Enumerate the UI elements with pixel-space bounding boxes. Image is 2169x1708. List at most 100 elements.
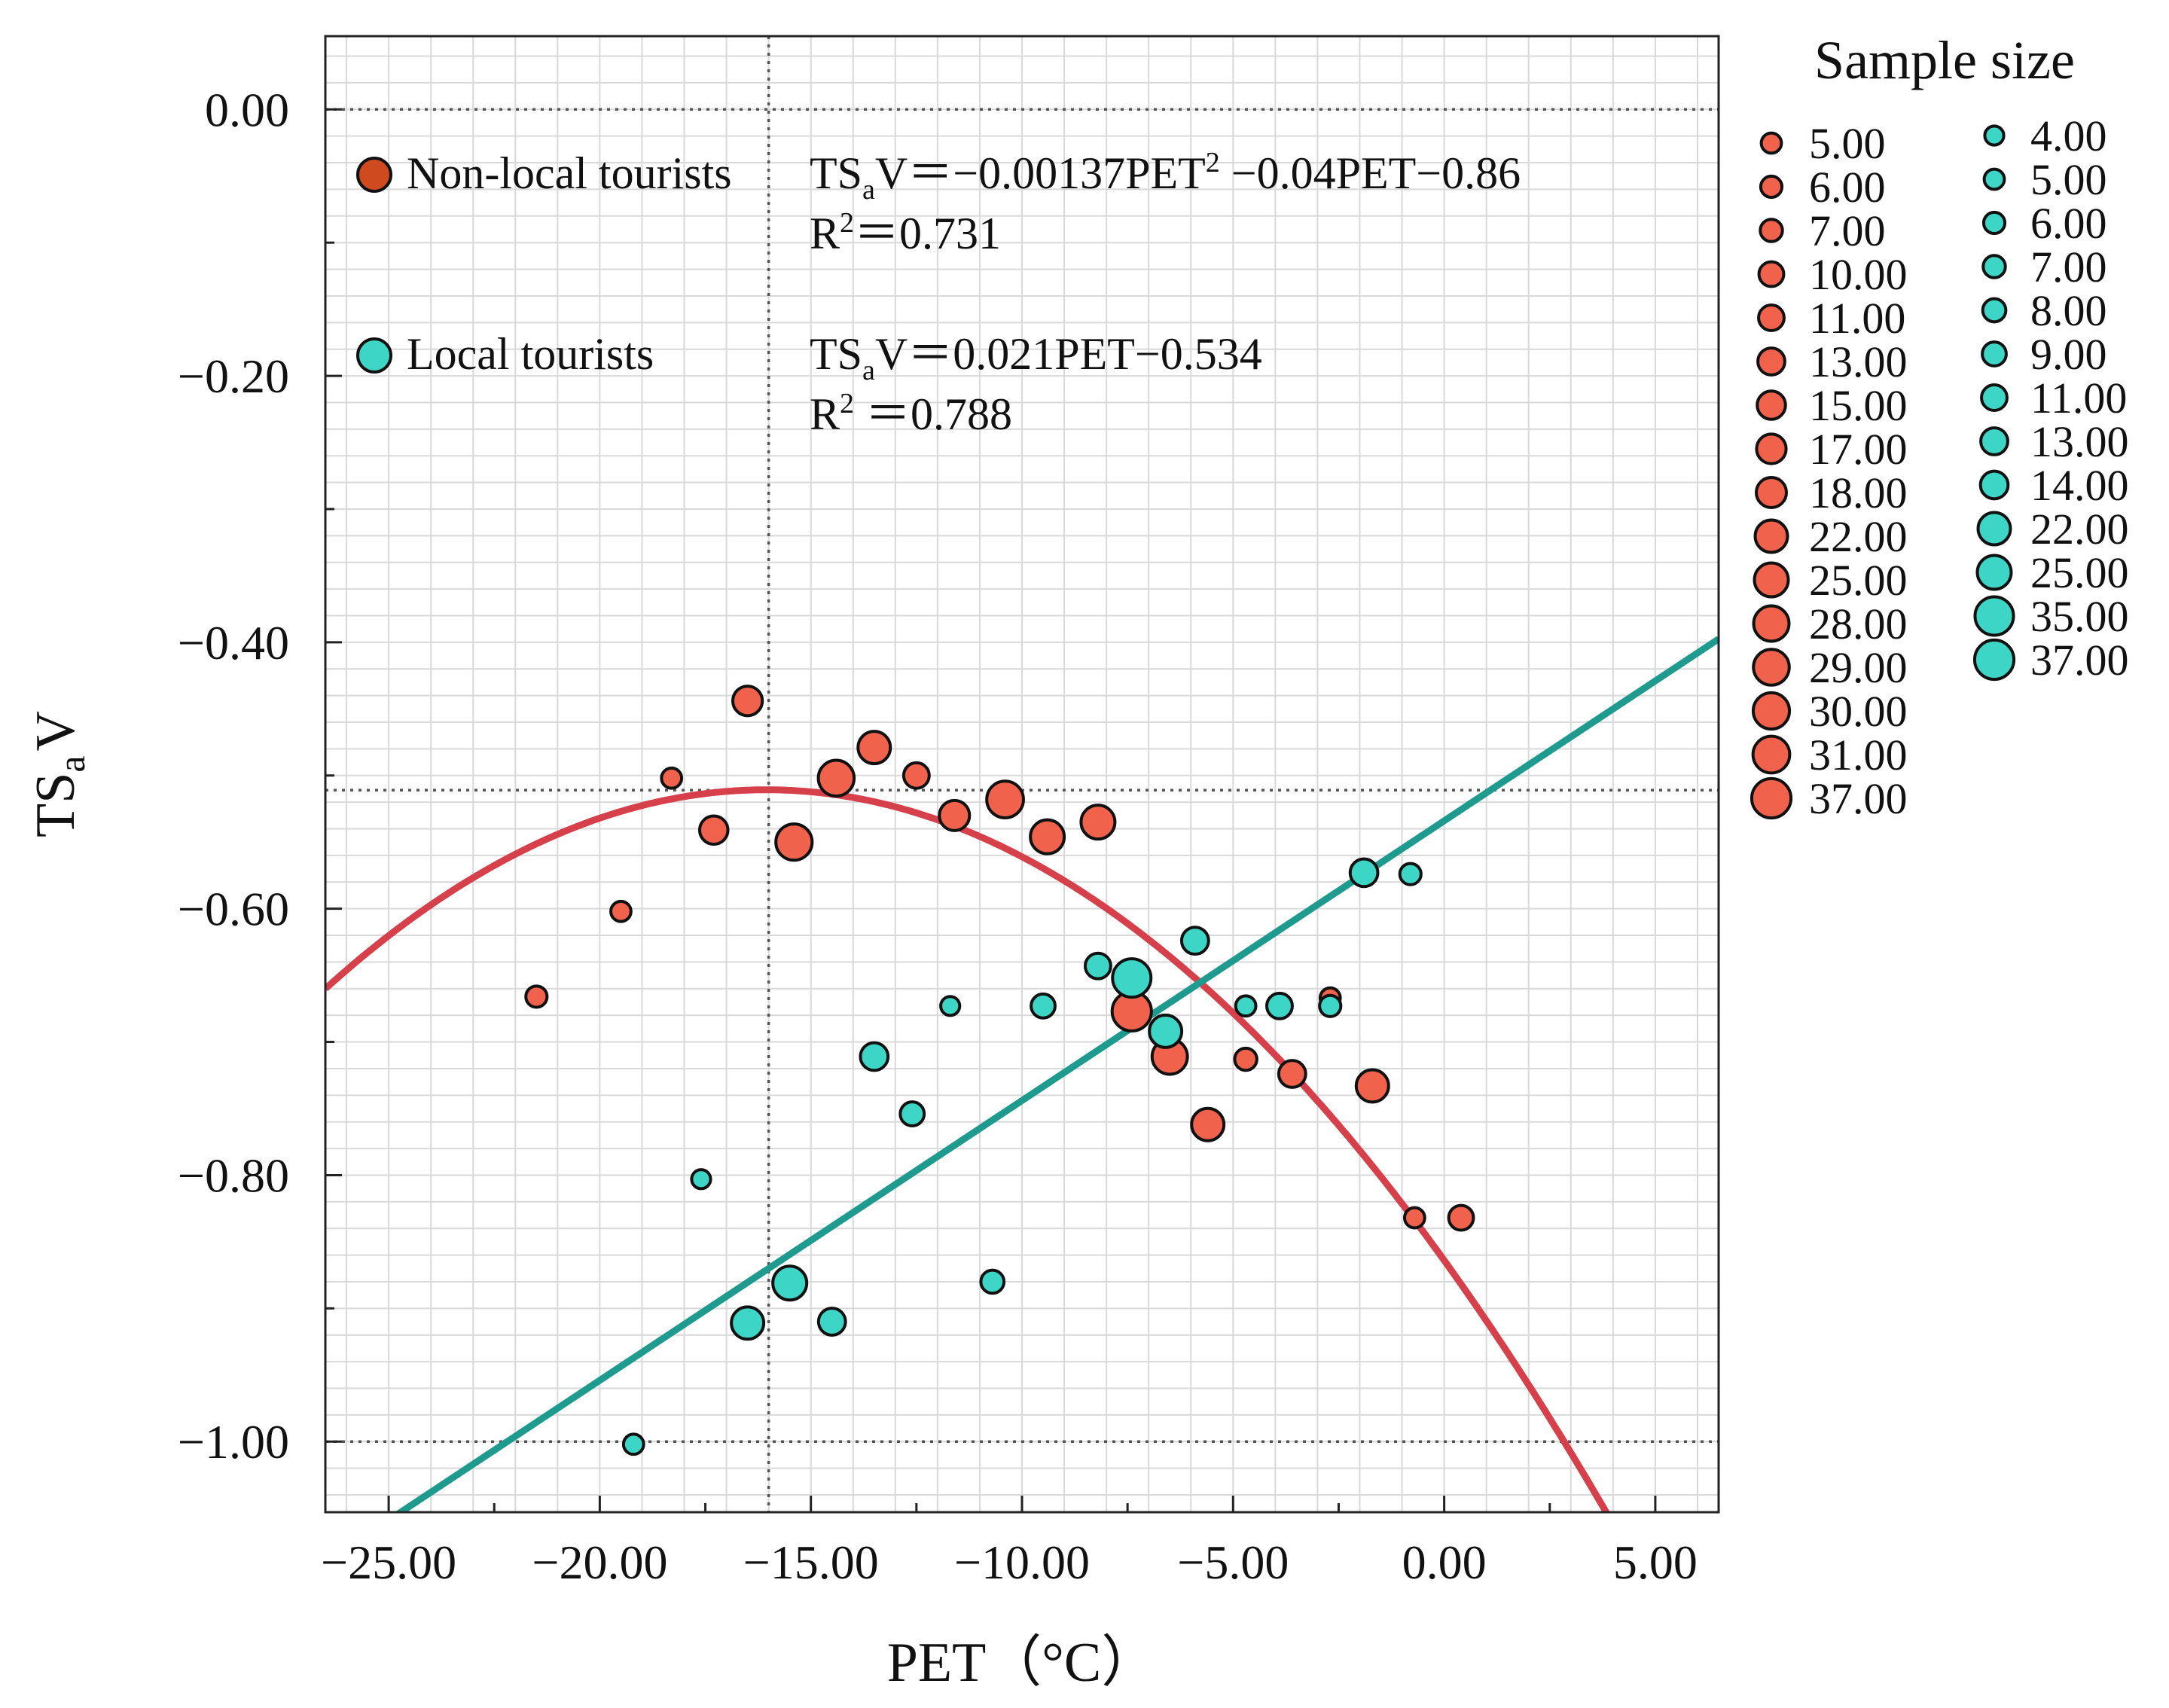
size-legend-marker-local xyxy=(1972,638,2016,682)
size-legend-label-local: 35.00 xyxy=(2030,592,2129,641)
x-tick-label: −20.00 xyxy=(532,1536,667,1589)
size-legend-label-local: 8.00 xyxy=(2030,286,2107,335)
size-legend-marker-local xyxy=(1981,254,2007,279)
size-legend-marker-local xyxy=(1980,383,2009,412)
local-legend-label: Local tourists xyxy=(407,329,654,379)
data-points xyxy=(524,685,1475,1456)
size-legend-label-nonlocal: 5.00 xyxy=(1809,119,1886,168)
size-legend-label-nonlocal: 6.00 xyxy=(1809,163,1886,212)
local-legend-marker xyxy=(356,337,392,374)
local-point xyxy=(730,1305,766,1341)
local-equation: TSaV＝0.021PET−0.534 xyxy=(810,329,1262,386)
local-point xyxy=(621,1432,645,1456)
x-tick-label: −15.00 xyxy=(743,1536,879,1589)
y-tick-label: −1.00 xyxy=(178,1415,289,1469)
nonlocal-point xyxy=(901,761,931,790)
size-legend-marker-local xyxy=(1976,511,2012,547)
y-tick-label: −0.20 xyxy=(178,349,289,403)
size-legend-title: Sample size xyxy=(1814,30,2075,90)
size-legend-label-nonlocal: 30.00 xyxy=(1809,687,1908,736)
size-legend-label-nonlocal: 22.00 xyxy=(1809,512,1908,561)
local-point xyxy=(1318,993,1343,1018)
y-tick-label: −0.40 xyxy=(178,616,289,669)
nonlocal-point xyxy=(1079,804,1117,841)
size-legend-marker-local xyxy=(1978,469,2010,501)
nonlocal-point xyxy=(774,822,814,862)
size-legend-marker-local xyxy=(1981,340,2008,368)
size-legend-label-nonlocal: 37.00 xyxy=(1809,774,1908,823)
nonlocal-r2: R2＝0.731 xyxy=(810,207,1001,258)
size-legend-label-local: 13.00 xyxy=(2030,417,2129,466)
size-legend-marker-nonlocal xyxy=(1752,604,1791,643)
size-legend-label-nonlocal: 25.00 xyxy=(1809,556,1908,605)
fit-lines xyxy=(325,636,1719,1512)
nonlocal-point xyxy=(985,779,1025,819)
size-legend-marker-nonlocal xyxy=(1752,648,1791,687)
size-legend-marker-nonlocal xyxy=(1751,734,1792,775)
size-legend-marker-nonlocal xyxy=(1759,131,1783,155)
size-legend-label-local: 22.00 xyxy=(2030,505,2129,554)
size-legend-marker-local xyxy=(1981,210,2007,236)
x-tick-label: −5.00 xyxy=(1177,1536,1289,1589)
size-legend-label-local: 6.00 xyxy=(2030,199,2107,248)
nonlocal-point xyxy=(816,758,856,798)
size-legend-label-nonlocal: 31.00 xyxy=(1809,730,1908,779)
size-legend: 5.006.007.0010.0011.0013.0015.0017.0018.… xyxy=(1750,111,2129,823)
size-legend-label-nonlocal: 15.00 xyxy=(1809,381,1908,430)
nonlocal-point xyxy=(1233,1046,1258,1072)
nonlocal-legend-marker xyxy=(356,157,392,193)
nonlocal-point xyxy=(1190,1106,1226,1142)
size-legend-marker-local xyxy=(1981,297,2008,324)
size-legend-label-local: 11.00 xyxy=(2030,374,2127,422)
size-legend-label-nonlocal: 29.00 xyxy=(1809,643,1908,692)
size-legend-label-local: 14.00 xyxy=(2030,461,2129,510)
nonlocal-point xyxy=(1354,1068,1390,1104)
nonlocal-point xyxy=(1029,818,1066,856)
x-axis-title: PET（°C） xyxy=(887,1632,1158,1694)
local-point xyxy=(898,1100,926,1127)
size-legend-marker-nonlocal xyxy=(1759,174,1784,200)
local-point xyxy=(1030,992,1057,1020)
nonlocal-point xyxy=(938,798,972,832)
size-legend-label-local: 5.00 xyxy=(2030,155,2107,204)
local-point xyxy=(1234,994,1258,1018)
nonlocal-fit-curve xyxy=(325,786,1610,1512)
size-legend-marker-nonlocal xyxy=(1753,561,1790,599)
nonlocal-point xyxy=(697,814,730,846)
nonlocal-point xyxy=(609,899,633,923)
size-legend-marker-nonlocal xyxy=(1757,303,1786,332)
axis-ticks: −25.00 −20.00 −15.00 −10.00 −5.00 0.00 5.00 0.0… xyxy=(178,83,1698,1589)
size-legend-marker-local xyxy=(1983,124,2006,147)
local-point xyxy=(816,1307,847,1337)
y-axis-title-ts: TS xyxy=(25,773,87,837)
y-tick-label: −0.80 xyxy=(178,1148,289,1202)
size-legend-marker-nonlocal xyxy=(1757,260,1786,288)
local-point xyxy=(690,1168,712,1191)
local-point xyxy=(859,1041,890,1072)
size-legend-marker-local xyxy=(1979,426,2009,456)
size-legend-label-local: 25.00 xyxy=(2030,548,2129,597)
y-axis-title-text: TSaV xyxy=(25,711,93,837)
size-legend-label-nonlocal: 13.00 xyxy=(1809,337,1908,386)
x-tick-label: 5.00 xyxy=(1613,1536,1698,1589)
local-fit-line xyxy=(394,636,1719,1512)
x-tick-label: −10.00 xyxy=(954,1536,1090,1589)
local-point xyxy=(1398,862,1423,886)
local-point xyxy=(939,995,962,1017)
size-legend-label-nonlocal: 11.00 xyxy=(1809,294,1905,343)
x-tick-label: −25.00 xyxy=(321,1536,456,1589)
nonlocal-point xyxy=(731,685,764,718)
nonlocal-point xyxy=(1402,1206,1426,1230)
local-r2: R2 ＝0.788 xyxy=(810,388,1012,439)
y-axis-title: TSaV xyxy=(25,711,93,837)
size-legend-label-local: 37.00 xyxy=(2030,636,2129,685)
size-legend-label-local: 4.00 xyxy=(2030,111,2107,160)
size-legend-marker-nonlocal xyxy=(1750,776,1793,820)
nonlocal-equation: TSaV＝−0.00137PET2 −0.04PET−0.86 xyxy=(810,147,1521,206)
size-legend-marker-nonlocal xyxy=(1754,475,1789,510)
nonlocal-point xyxy=(660,766,684,790)
local-point xyxy=(1179,926,1210,956)
size-legend-label-nonlocal: 7.00 xyxy=(1809,206,1886,255)
